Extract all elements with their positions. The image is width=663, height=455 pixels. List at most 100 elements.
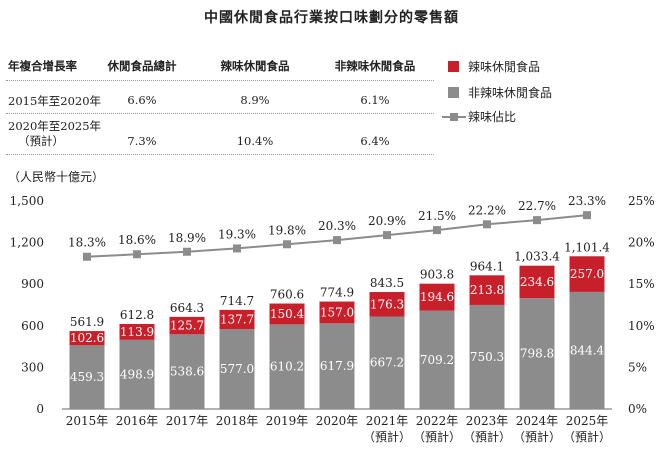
x-tick-label: 2019年 — [266, 414, 309, 428]
x-tick-sublabel: （預計） — [513, 429, 561, 444]
cagr-non-spicy: 6.4% — [360, 134, 390, 148]
bar-total-label: 612.8 — [120, 308, 154, 322]
y-tick-label: 1,500 — [10, 194, 44, 208]
x-tick-label: 2025年 — [566, 414, 609, 428]
cagr-header-non-spicy: 非辣味休閒食品 — [334, 59, 416, 73]
bar-label-spicy: 102.6 — [70, 331, 104, 345]
bar-non-spicy — [319, 323, 355, 409]
share-label: 18.3% — [68, 236, 106, 250]
bar-non-spicy — [419, 310, 455, 409]
legend-swatch-non-spicy — [448, 87, 459, 98]
share-label: 18.9% — [168, 231, 206, 245]
legend-label-non-spicy: 非辣味休閒食品 — [468, 86, 553, 100]
cagr-header-spicy: 辣味休閒食品 — [220, 59, 290, 73]
cagr-total: 7.3% — [127, 134, 157, 148]
x-tick-sublabel: （預計） — [363, 429, 411, 444]
cagr-period-note: （預計） — [18, 134, 64, 148]
cagr-header-period: 年複合增長率 — [8, 59, 77, 73]
y-tick-label: 600 — [21, 319, 44, 333]
bar-total-label: 561.9 — [70, 315, 104, 329]
x-tick-label: 2022年 — [416, 414, 459, 428]
x-tick-label: 2021年 — [366, 414, 409, 428]
bar-label-non-spicy: 844.4 — [570, 343, 605, 357]
cagr-header-total: 休閒食品總計 — [107, 59, 177, 73]
bar-total-label: 1,033.4 — [514, 250, 560, 264]
legend-swatch-spicy — [448, 61, 459, 72]
bar-spicy — [419, 283, 455, 311]
share-label: 18.6% — [118, 233, 156, 247]
bar-total-label: 714.7 — [220, 294, 254, 308]
bar-total-label: 964.1 — [470, 259, 504, 273]
x-tick-sublabel: （預計） — [413, 429, 461, 444]
share-marker — [233, 244, 241, 253]
bar-label-non-spicy: 750.3 — [470, 350, 504, 364]
bar-label-non-spicy: 709.2 — [420, 353, 454, 367]
bar-label-non-spicy: 498.9 — [120, 367, 154, 381]
bar-spicy — [369, 292, 405, 317]
y-tick-label: 0 — [36, 402, 44, 416]
share-label: 21.5% — [418, 209, 456, 223]
cagr-spicy: 8.9% — [240, 93, 270, 107]
bar-spicy — [569, 256, 605, 292]
share-marker — [383, 231, 391, 240]
share-marker — [333, 236, 341, 245]
bar-total-label: 843.5 — [370, 276, 404, 290]
y-tick-label: 1,200 — [10, 236, 44, 250]
share-label: 23.3% — [568, 194, 606, 208]
share-marker — [283, 240, 291, 249]
bar-non-spicy — [219, 328, 255, 409]
bar-label-spicy: 176.3 — [370, 297, 404, 311]
cagr-non-spicy: 6.1% — [360, 93, 390, 107]
y2-tick-label: 15% — [628, 277, 655, 291]
bar-label-non-spicy: 610.2 — [270, 360, 304, 374]
bar-non-spicy — [269, 324, 305, 409]
bar-label-non-spicy: 459.3 — [70, 370, 104, 384]
x-tick-sublabel: （預計） — [463, 429, 511, 444]
share-label: 19.8% — [268, 223, 306, 237]
bar-total-label: 903.8 — [420, 268, 454, 282]
bar-non-spicy — [469, 304, 505, 409]
y2-tick-label: 25% — [628, 194, 655, 208]
bar-spicy — [269, 303, 305, 325]
y-tick-label: 300 — [21, 360, 44, 374]
bar-spicy — [119, 324, 155, 340]
x-tick-label: 2017年 — [166, 414, 209, 428]
bar-label-spicy: 234.6 — [520, 275, 554, 289]
bar-total-label: 1,101.4 — [564, 240, 610, 254]
share-label: 20.3% — [318, 219, 356, 233]
chart-title: 中國休閒食品行業按口味劃分的零售額 — [204, 10, 459, 26]
cagr-total: 6.6% — [127, 93, 157, 107]
bar-total-label: 760.6 — [270, 288, 304, 302]
share-marker — [433, 226, 441, 235]
share-label: 22.2% — [468, 203, 506, 217]
share-marker — [483, 220, 491, 229]
x-tick-sublabel: （預計） — [563, 429, 611, 444]
bar-non-spicy — [369, 316, 405, 409]
bar-spicy — [169, 316, 205, 335]
x-tick-label: 2018年 — [216, 414, 259, 428]
legend-marker-swatch — [450, 113, 458, 121]
y-axis-unit: （人民幣十億元） — [8, 170, 105, 184]
bar-label-spicy: 125.7 — [170, 319, 204, 333]
y2-tick-label: 5% — [628, 360, 647, 374]
bar-non-spicy — [169, 334, 205, 409]
bar-label-spicy: 157.0 — [320, 305, 354, 319]
share-marker — [583, 211, 591, 220]
cagr-period: 2020年至2025年 — [8, 119, 102, 133]
bar-spicy — [69, 331, 105, 346]
y2-tick-label: 20% — [628, 236, 655, 250]
bar-non-spicy — [569, 291, 605, 409]
bar-non-spicy — [119, 339, 155, 409]
bar-spicy — [519, 265, 555, 299]
share-marker — [133, 250, 141, 259]
y-tick-label: 900 — [21, 277, 44, 291]
bar-label-spicy: 194.6 — [420, 290, 454, 304]
bar-total-label: 664.3 — [170, 301, 204, 315]
bar-label-spicy: 150.4 — [270, 307, 305, 321]
bar-spicy — [319, 301, 355, 324]
legend-label-share: 辣味佔比 — [468, 110, 517, 124]
legend-label-spicy: 辣味休閒食品 — [468, 60, 541, 74]
cagr-period: 2015年至2020年 — [8, 94, 102, 108]
bar-label-non-spicy: 798.8 — [520, 347, 554, 361]
